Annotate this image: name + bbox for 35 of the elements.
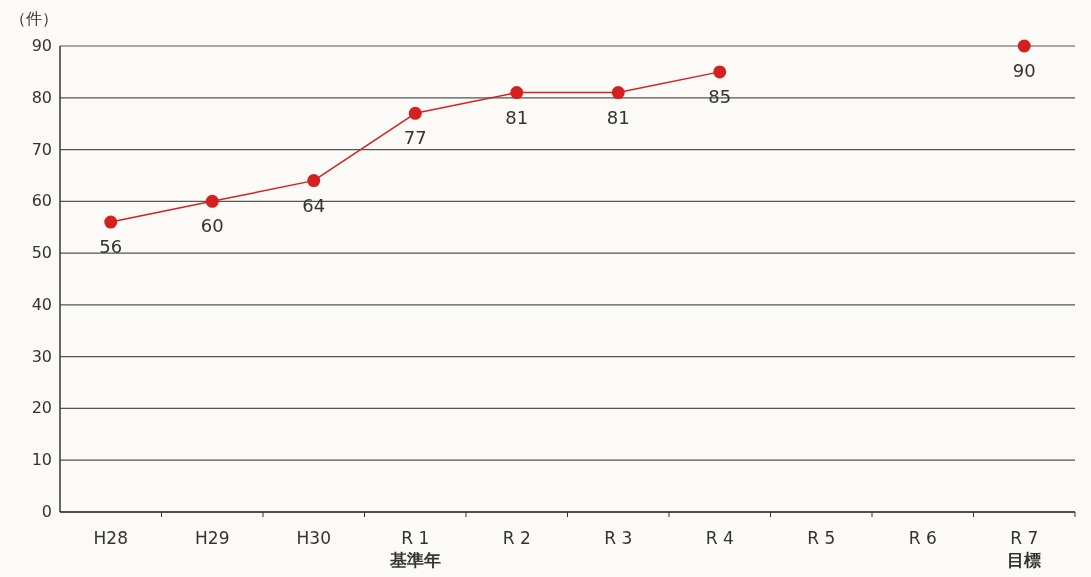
point — [307, 174, 321, 188]
x-tick-label: R 5 — [807, 528, 836, 548]
y-tick-label: 10 — [31, 450, 52, 470]
x-tick-label: R 6 — [908, 528, 937, 548]
x-tick-label: H29 — [195, 528, 230, 548]
x-tick-label: R 7 目標 — [1007, 528, 1042, 570]
y-tick-label: 70 — [31, 139, 52, 159]
y-tick-label: 60 — [31, 191, 52, 211]
y-tick-label: 50 — [31, 243, 52, 263]
point — [510, 86, 524, 100]
y-tick-label: 0 — [41, 502, 52, 521]
data-label: 60 — [200, 215, 224, 237]
point — [713, 65, 727, 79]
y-axis-title: （件） — [10, 9, 58, 28]
y-tick-label: 40 — [31, 294, 52, 314]
data-label: 90 — [1012, 60, 1036, 81]
point — [1017, 39, 1031, 53]
y-tick-label: 30 — [31, 346, 52, 366]
y-tick-label: 90 — [31, 36, 52, 55]
y-tick-label: 80 — [31, 87, 52, 107]
point — [205, 194, 219, 208]
x-tick-label: H28 — [93, 528, 128, 548]
x-tick-label: H30 — [296, 528, 331, 548]
point — [408, 106, 422, 120]
data-label: 81 — [505, 106, 529, 128]
x-tick-label: R 1 基準年 — [388, 528, 441, 570]
point — [104, 215, 118, 229]
data-label: 56 — [99, 236, 123, 258]
x-tick-label: R 2 — [502, 528, 531, 548]
x-tick-label: R 4 — [705, 528, 734, 548]
point — [611, 86, 625, 100]
y-tick-label: 20 — [31, 398, 52, 418]
data-label: 81 — [606, 106, 630, 128]
x-tick-label: R 3 — [604, 528, 633, 548]
data-label: 77 — [403, 127, 427, 149]
